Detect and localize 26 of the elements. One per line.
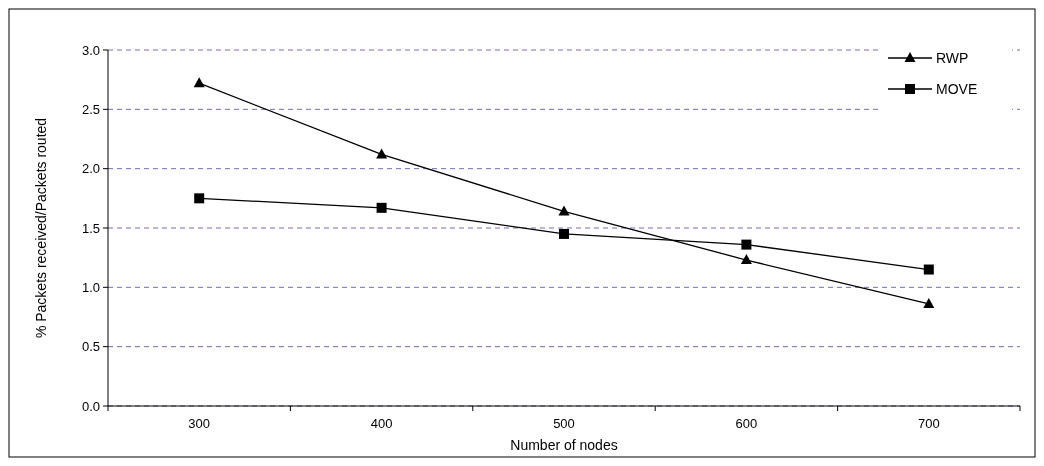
y-tick-label: 3.0 xyxy=(81,42,100,58)
point xyxy=(558,205,570,216)
point xyxy=(740,254,752,265)
x-tick-label: 700 xyxy=(917,416,940,431)
legend-label: MOVE xyxy=(936,80,978,97)
point xyxy=(193,77,205,88)
y-axis-title: % Packets received/Packets routed xyxy=(33,117,49,339)
y-tick-label: 1.5 xyxy=(81,220,100,236)
x-tick-label: 400 xyxy=(370,416,393,431)
x-tick-label: 500 xyxy=(553,416,575,431)
y-tick-label: 0.0 xyxy=(81,398,100,414)
y-tick-label: 1.0 xyxy=(81,279,100,295)
y-tick-label: 0.5 xyxy=(81,339,100,355)
point xyxy=(559,228,569,239)
point xyxy=(194,193,205,204)
point xyxy=(376,202,387,213)
point xyxy=(376,148,388,159)
point xyxy=(923,264,934,275)
y-tick-label: 2.5 xyxy=(81,101,100,117)
point xyxy=(923,297,935,308)
point xyxy=(741,239,752,250)
x-tick-label: 600 xyxy=(735,416,758,431)
x-tick-label: 300 xyxy=(188,416,211,431)
x-axis-title: Number of nodes xyxy=(510,437,618,453)
legend-label: RWP xyxy=(936,49,969,66)
y-tick-label: 2.0 xyxy=(81,161,100,177)
